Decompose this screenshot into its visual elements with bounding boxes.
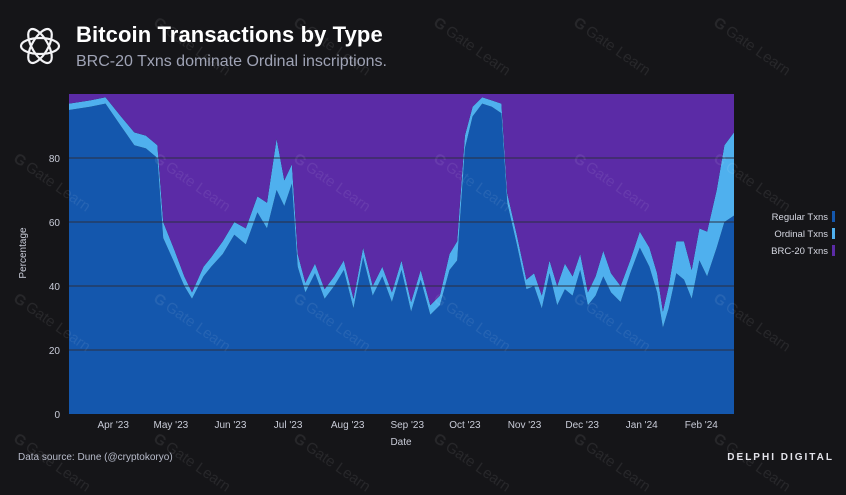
legend-label: Regular Txns bbox=[772, 212, 829, 223]
x-tick-label: Aug '23 bbox=[331, 420, 365, 431]
area-series-2 bbox=[69, 94, 734, 312]
chart-areas bbox=[69, 94, 734, 414]
y-tick-label: 40 bbox=[49, 282, 61, 293]
chart-gridlines bbox=[69, 157, 734, 351]
y-axis-label: Percentage bbox=[18, 227, 29, 279]
y-tick-label: 20 bbox=[49, 346, 61, 357]
legend-swatch bbox=[832, 211, 835, 222]
x-tick-label: Sep '23 bbox=[390, 420, 424, 431]
x-tick-label: May '23 bbox=[154, 420, 189, 431]
legend-label: BRC-20 Txns bbox=[771, 246, 828, 257]
area-series-1 bbox=[69, 97, 734, 328]
x-tick-label: Jul '23 bbox=[274, 420, 303, 431]
x-tick-label: Apr '23 bbox=[98, 420, 130, 431]
chart-legend: Regular Txns Ordinal Txns BRC-20 Txns bbox=[771, 211, 835, 257]
x-tick-label: Nov '23 bbox=[508, 420, 542, 431]
y-axis-ticks: 0 20 40 60 80 bbox=[49, 154, 61, 421]
chart-canvas: 0 20 40 60 80 Apr '23 May '23 Jun '23 Jul '23 Au… bbox=[18, 94, 835, 448]
chart-title: Bitcoin Transactions by Type bbox=[76, 22, 383, 47]
x-tick-label: Jun '23 bbox=[214, 420, 246, 431]
logo-icon bbox=[19, 27, 61, 65]
data-source-note: Data source: Dune (@cryptokoryo) bbox=[18, 452, 173, 463]
legend-swatch bbox=[832, 228, 835, 239]
x-tick-label: Jan '24 bbox=[626, 420, 658, 431]
legend-label: Ordinal Txns bbox=[774, 229, 828, 240]
x-tick-label: Feb '24 bbox=[685, 420, 718, 431]
area-series-0 bbox=[69, 103, 734, 414]
x-tick-label: Oct '23 bbox=[449, 420, 481, 431]
x-tick-label: Dec '23 bbox=[565, 420, 599, 431]
y-tick-label: 0 bbox=[54, 410, 60, 421]
x-axis-ticks: Apr '23 May '23 Jun '23 Jul '23 Aug '23 Sep '… bbox=[98, 420, 719, 431]
legend-swatch bbox=[832, 245, 835, 256]
x-axis-label: Date bbox=[390, 437, 412, 448]
y-tick-label: 60 bbox=[49, 218, 61, 229]
chart-subtitle: BRC-20 Txns dominate Ordinal inscription… bbox=[76, 53, 387, 70]
brand-label: DELPHI DIGITAL bbox=[727, 452, 834, 463]
y-tick-label: 80 bbox=[49, 154, 61, 165]
